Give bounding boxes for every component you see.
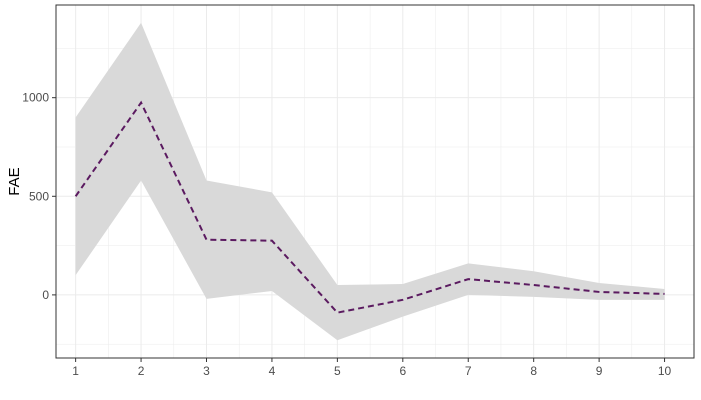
y-tick-label: 500 [29, 189, 49, 203]
x-tick-label: 1 [72, 364, 79, 378]
y-tick-label: 0 [42, 288, 49, 302]
x-tick-label: 9 [596, 364, 603, 378]
x-tick-label: 8 [530, 364, 537, 378]
y-axis-title: FAE [6, 167, 23, 195]
panel-border [55, 4, 695, 359]
x-tick-label: 10 [658, 364, 672, 378]
x-tick-label: 3 [203, 364, 210, 378]
x-tick-label: 5 [334, 364, 341, 378]
x-axis: 1 2 3 4 5 6 7 8 9 10 [72, 358, 672, 378]
series-line [74, 100, 665, 314]
x-tick-label: 4 [269, 364, 276, 378]
x-tick-label: 7 [465, 364, 472, 378]
x-tick-label: 6 [399, 364, 406, 378]
confidence-band-layer [75, 22, 665, 341]
y-axis: 0 500 1000 [22, 91, 56, 302]
x-tick-label: 2 [138, 364, 145, 378]
series-line-layer [74, 100, 665, 314]
y-tick-label: 1000 [22, 91, 49, 105]
confidence-band [75, 22, 665, 341]
